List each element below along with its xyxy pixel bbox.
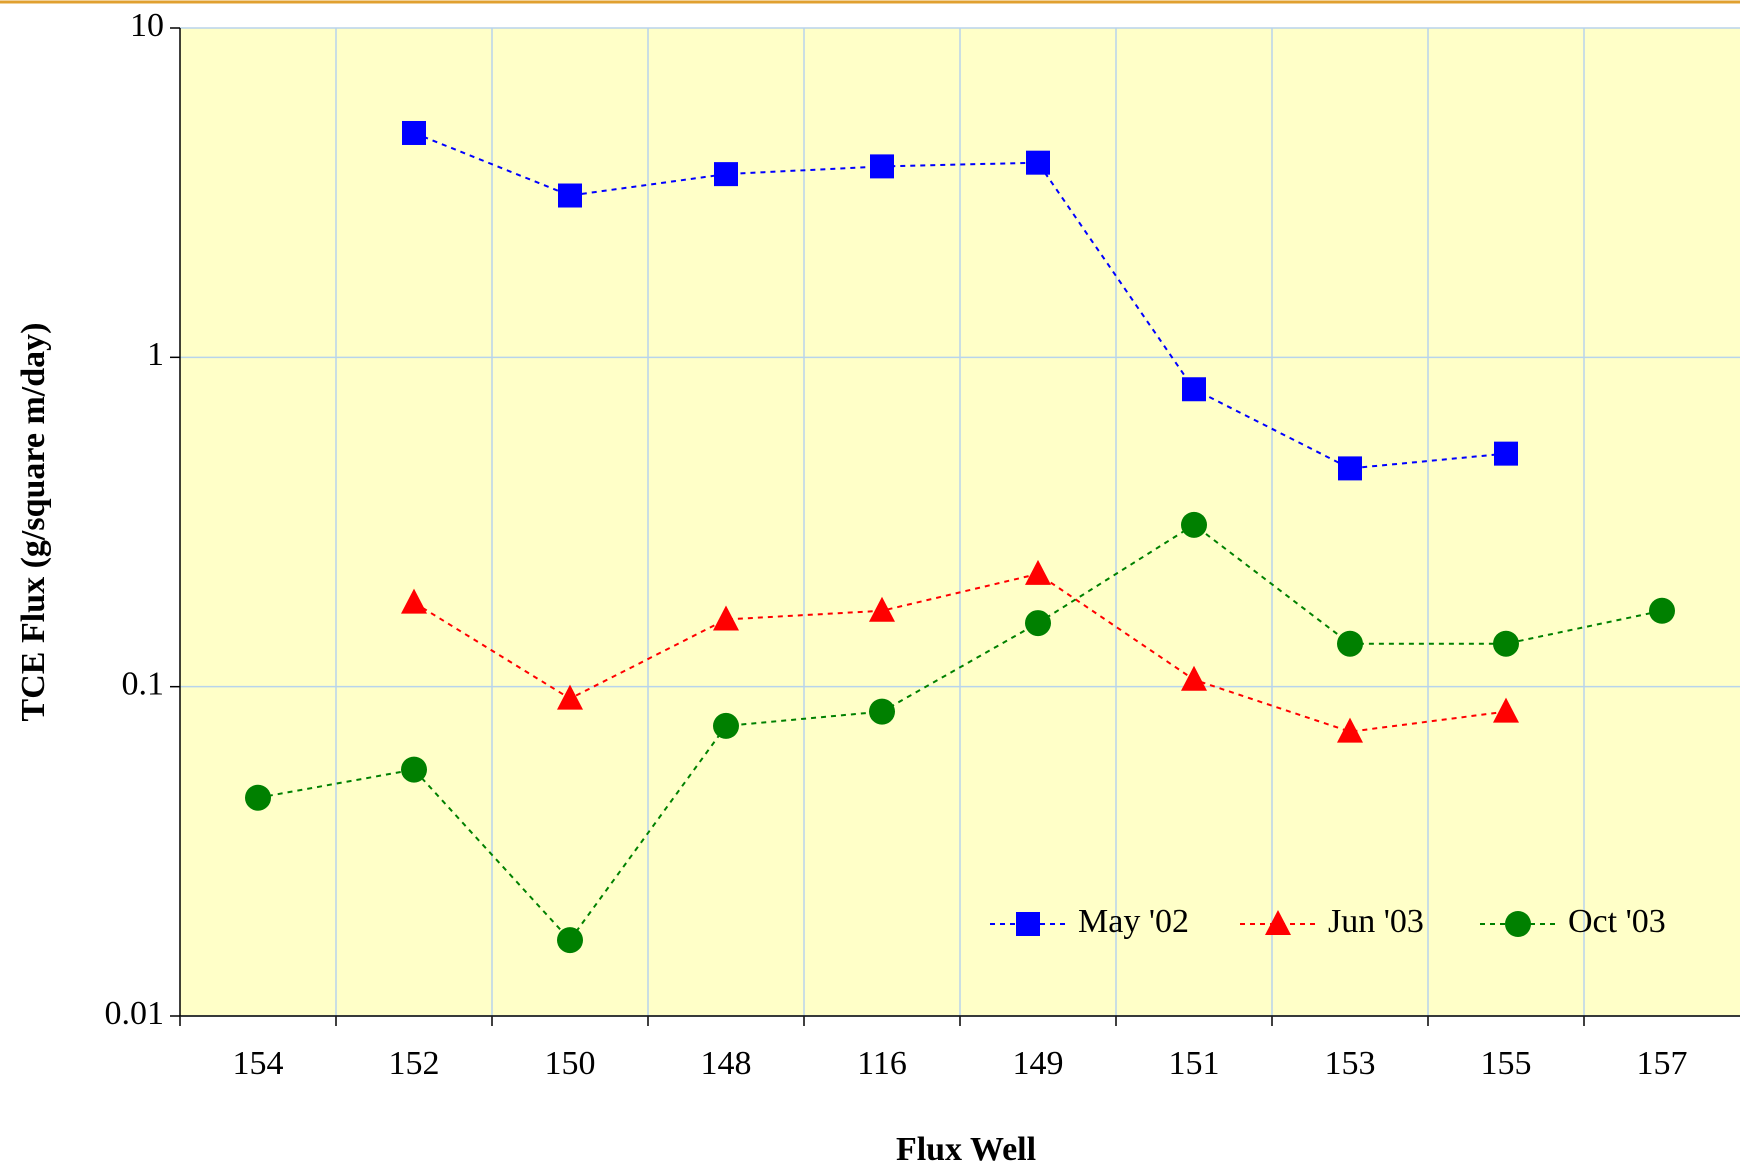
marker [714, 162, 738, 187]
legend-label: Jun '03 [1328, 903, 1424, 940]
y-tick-label: 0.1 [122, 665, 165, 702]
y-tick-label: 10 [130, 7, 164, 44]
x-tick-label: 154 [233, 1045, 284, 1082]
x-tick-label: 150 [545, 1045, 596, 1082]
y-axis-label: TCE Flux (g/square m/day) [15, 323, 52, 722]
x-tick-label: 116 [857, 1045, 907, 1082]
x-tick-label: 152 [389, 1045, 440, 1082]
marker [1025, 559, 1051, 585]
marker [1181, 511, 1207, 538]
marker [869, 698, 895, 725]
marker [1493, 630, 1519, 657]
marker [1181, 665, 1207, 691]
series-line [413, 572, 1507, 733]
marker [402, 120, 426, 145]
marker [1182, 377, 1206, 402]
marker [1649, 597, 1675, 624]
series-line [257, 523, 1663, 942]
marker [1026, 150, 1050, 175]
x-axis-label: Flux Well [896, 1131, 1036, 1168]
series-line [413, 132, 1507, 470]
x-tick-label: 149 [1013, 1045, 1064, 1082]
x-tick-label: 148 [701, 1045, 752, 1082]
x-tick-label: 155 [1481, 1045, 1532, 1082]
marker [1025, 610, 1051, 637]
legend-marker [1265, 910, 1291, 935]
marker [1494, 441, 1518, 466]
marker [1338, 456, 1362, 481]
marker [713, 712, 739, 739]
marker [1337, 717, 1363, 743]
legend-marker [1016, 912, 1040, 936]
marker [557, 684, 583, 710]
y-tick-label: 1 [147, 336, 164, 373]
marker [713, 605, 739, 631]
legend-label: Oct '03 [1568, 903, 1666, 940]
marker [869, 596, 895, 622]
x-tick-label: 157 [1637, 1045, 1688, 1082]
marker [870, 154, 894, 179]
x-tick-label: 153 [1325, 1045, 1376, 1082]
marker [245, 784, 271, 811]
marker [558, 183, 582, 208]
marker [1493, 697, 1519, 723]
legend-label: May '02 [1078, 903, 1189, 940]
marker [1337, 630, 1363, 657]
marker [557, 927, 583, 954]
legend-marker [1505, 911, 1531, 937]
marker [401, 756, 427, 783]
marker [401, 588, 427, 614]
y-tick-label: 0.01 [105, 995, 165, 1032]
x-tick-label: 151 [1169, 1045, 1220, 1082]
